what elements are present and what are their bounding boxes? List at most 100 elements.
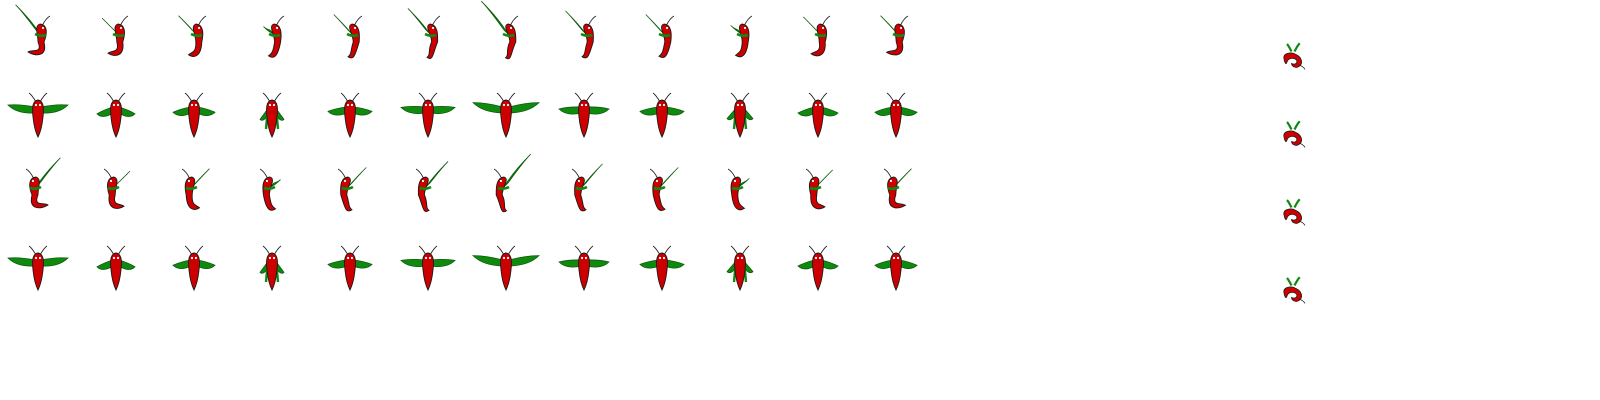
antenna (741, 245, 750, 256)
wing-right (664, 106, 685, 116)
insect-body (1283, 130, 1302, 146)
sprite-frame-r2-c3 (172, 92, 216, 139)
eye (889, 179, 893, 183)
sprite-frame-r2-c11 (797, 92, 839, 139)
wing-left (797, 259, 816, 270)
eye (346, 256, 350, 260)
eye (38, 103, 42, 107)
sprite-frame-r3-c2 (103, 168, 131, 209)
insect-body (417, 176, 430, 212)
wing (1286, 198, 1301, 209)
eye (892, 256, 896, 260)
sprite-frame-r4-c4 (259, 245, 285, 292)
eye (119, 26, 123, 30)
insect-body (32, 252, 44, 292)
antenna (897, 92, 906, 103)
insect-body (730, 176, 746, 211)
eye (506, 103, 510, 107)
insect-body (1283, 52, 1302, 68)
sprite-frame-r3-c3 (181, 168, 210, 210)
antenna (585, 92, 594, 103)
eye (811, 179, 815, 183)
sprite-frame-r3-c1 (25, 157, 61, 209)
eye (424, 103, 428, 107)
antenna (117, 245, 126, 256)
wing-left (7, 257, 36, 267)
antenna (727, 168, 737, 180)
wing (269, 179, 281, 188)
antenna (493, 168, 503, 180)
insect-body (890, 99, 902, 139)
wing-left (639, 106, 660, 116)
wing-left (96, 106, 114, 117)
eye (818, 256, 822, 260)
eye (814, 256, 818, 260)
eye (272, 103, 276, 107)
antenna (28, 92, 37, 103)
insect-body (890, 252, 902, 292)
eye (580, 256, 584, 260)
sprite-frame-r3-c9 (649, 167, 679, 211)
insect-body (500, 252, 512, 292)
eye (197, 26, 201, 30)
wing-left (558, 106, 582, 115)
sprite-frame-r1-c4 (263, 15, 285, 58)
antenna (819, 245, 828, 256)
antenna (883, 168, 893, 180)
eye (509, 26, 513, 30)
eye (662, 256, 666, 260)
wing (565, 10, 587, 35)
insect-body (344, 252, 356, 292)
sprite-frame-r1-c9 (645, 14, 675, 58)
antenna (741, 92, 750, 103)
eye (899, 26, 903, 30)
insect-body (734, 252, 746, 292)
sprite-frame-r1-c5 (333, 14, 363, 59)
wing-right (196, 106, 216, 116)
side-sprite-2 (1283, 120, 1306, 148)
antenna (353, 15, 363, 27)
wing-left (96, 259, 114, 270)
wing-left (327, 259, 348, 269)
antenna (106, 92, 115, 103)
wing (1286, 120, 1301, 131)
sprite-frame-r1-c12 (880, 15, 909, 56)
antenna (821, 15, 831, 27)
sprite-frame-r4-c9 (639, 245, 685, 292)
insect-body (110, 252, 122, 292)
sprite-frame-r3-c4 (259, 168, 281, 211)
sprite-frame-r3-c11 (805, 168, 833, 210)
wing-right (40, 104, 69, 114)
antenna (663, 245, 672, 256)
antenna (665, 15, 675, 27)
antenna (259, 168, 269, 180)
wing (347, 167, 367, 188)
wing (581, 163, 603, 188)
sprite-frame-r2-c12 (874, 92, 918, 139)
wing (1286, 42, 1301, 53)
eye (275, 26, 279, 30)
insect-body (266, 99, 278, 139)
sprite-frame-r2-c4 (259, 92, 285, 139)
wing-right (40, 257, 69, 267)
wing-right (352, 106, 373, 116)
wing (645, 14, 665, 35)
sprite-frame-r4-c7 (472, 245, 540, 292)
antenna (574, 92, 583, 103)
sprite-frame-r1-c7 (481, 0, 519, 60)
insect-body (107, 23, 125, 56)
eye (421, 179, 425, 183)
eye (662, 103, 666, 107)
eye (502, 103, 506, 107)
eye (665, 26, 669, 30)
wing (503, 153, 531, 188)
eye (740, 256, 744, 260)
antenna (886, 92, 895, 103)
eye (38, 256, 42, 260)
wing-right (118, 106, 136, 117)
sprite-frame-r4-c11 (797, 245, 839, 292)
antenna (1298, 142, 1306, 148)
eye (353, 26, 357, 30)
antenna (418, 245, 427, 256)
wing (1286, 276, 1301, 287)
